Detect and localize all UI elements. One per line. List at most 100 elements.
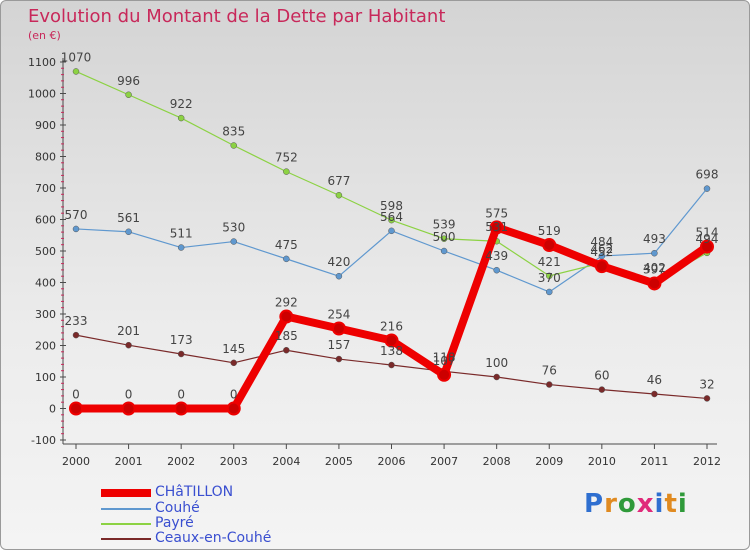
series-point-0	[594, 259, 609, 274]
legend-label-ceaux-en-couhe: Ceaux-en-Couhé	[155, 530, 272, 546]
y-tick-label: 300	[35, 308, 56, 321]
series-point-3	[125, 341, 132, 349]
series-point-1	[335, 272, 343, 280]
series-point-1	[283, 255, 290, 263]
data-label-1: 698	[696, 168, 719, 182]
y-tick-label: 600	[35, 214, 56, 227]
logo-letter: o	[617, 489, 637, 519]
y-tick-label: 1000	[28, 88, 56, 101]
x-tick-label: 2004	[272, 455, 300, 468]
data-label-0: 0	[72, 388, 80, 402]
x-tick-label: 2005	[325, 455, 353, 468]
series-point-2	[546, 272, 553, 280]
series-point-1	[440, 247, 448, 255]
legend-swatch-chatillon	[101, 489, 151, 497]
data-label-0: 0	[177, 388, 185, 402]
x-tick-label: 2001	[115, 455, 143, 468]
data-label-1: 439	[485, 249, 508, 263]
y-tick-label: 100	[35, 371, 56, 384]
legend-swatch-couhe	[101, 508, 151, 510]
data-label-0: 452	[590, 245, 613, 259]
data-label-3: 233	[65, 314, 88, 328]
series-point-1	[177, 244, 185, 251]
series-point-3	[651, 390, 658, 398]
legend-swatch-payre	[101, 523, 151, 525]
series-point-3	[598, 386, 606, 393]
series-point-1	[388, 227, 395, 235]
series-point-2	[335, 191, 343, 199]
series-point-2	[283, 168, 290, 175]
series-point-0	[69, 401, 83, 416]
data-label-0: 0	[230, 388, 238, 402]
data-label-0: 216	[380, 319, 403, 333]
y-tick-label: -100	[31, 434, 56, 447]
legend-label-payre: Payré	[155, 515, 194, 531]
logo-letter: i	[677, 489, 688, 519]
data-label-2: 996	[117, 74, 140, 88]
x-tick-label: 2010	[588, 455, 616, 468]
data-label-3: 118	[433, 350, 456, 364]
series-point-1	[493, 266, 500, 274]
data-label-2: 922	[170, 97, 193, 111]
series-point-3	[388, 361, 395, 369]
data-label-3: 145	[222, 342, 245, 356]
data-label-1: 561	[117, 211, 140, 225]
series-point-3	[177, 350, 185, 358]
series-point-0	[647, 276, 662, 291]
legend-swatch-ceaux-en-couhe	[101, 538, 151, 540]
y-tick-label: 800	[35, 151, 56, 164]
y-tick-label: 700	[35, 182, 56, 195]
series-point-1	[72, 225, 80, 233]
data-label-2: 539	[433, 218, 456, 232]
data-label-3: 46	[647, 373, 662, 387]
logo-letter: i	[654, 489, 665, 519]
x-tick-label: 2003	[220, 455, 248, 468]
data-label-2: 1070	[61, 50, 92, 64]
series-point-3	[335, 355, 343, 363]
data-label-3: 100	[485, 356, 508, 370]
series-point-2	[388, 216, 395, 224]
data-label-3: 32	[699, 377, 714, 391]
data-label-3: 76	[542, 364, 557, 378]
data-label-2: 462	[590, 242, 613, 256]
x-tick-label: 2006	[378, 455, 406, 468]
series-point-0	[437, 367, 452, 382]
data-label-1: 475	[275, 238, 298, 252]
data-label-0: 0	[125, 388, 133, 402]
series-point-1	[230, 238, 237, 245]
series-point-1	[125, 228, 132, 236]
series-point-1	[703, 185, 711, 192]
logo-letter: x	[636, 489, 655, 519]
series-point-3	[230, 359, 237, 367]
series-point-0	[279, 309, 294, 324]
y-tick-label: 200	[35, 340, 56, 353]
data-label-1: 420	[327, 255, 350, 269]
x-tick-label: 2012	[693, 455, 721, 468]
y-tick-label: 500	[35, 245, 56, 258]
series-point-0	[226, 401, 241, 416]
series-point-3	[703, 395, 711, 402]
data-label-3: 201	[117, 324, 140, 338]
x-tick-label: 2008	[483, 455, 511, 468]
proxiti-logo: Proxiti	[584, 489, 688, 519]
series-point-2	[440, 235, 448, 242]
data-label-2: 531	[485, 220, 508, 234]
x-tick-label: 2009	[535, 455, 563, 468]
logo-letter: P	[584, 489, 605, 519]
data-label-0: 254	[327, 307, 350, 321]
y-tick-label: 900	[35, 119, 56, 132]
data-label-0: 514	[696, 226, 719, 240]
data-label-1: 530	[222, 221, 245, 235]
series-point-0	[331, 321, 346, 336]
data-label-2: 598	[380, 199, 403, 213]
series-point-2	[230, 142, 237, 149]
data-label-1: 484	[590, 235, 613, 249]
data-label-1: 570	[65, 208, 88, 222]
series-point-1	[546, 288, 553, 296]
x-tick-label: 2011	[640, 455, 668, 468]
series-point-0	[489, 220, 504, 235]
x-tick-label: 2002	[167, 455, 195, 468]
legend-label-couhe: Couhé	[155, 500, 200, 516]
